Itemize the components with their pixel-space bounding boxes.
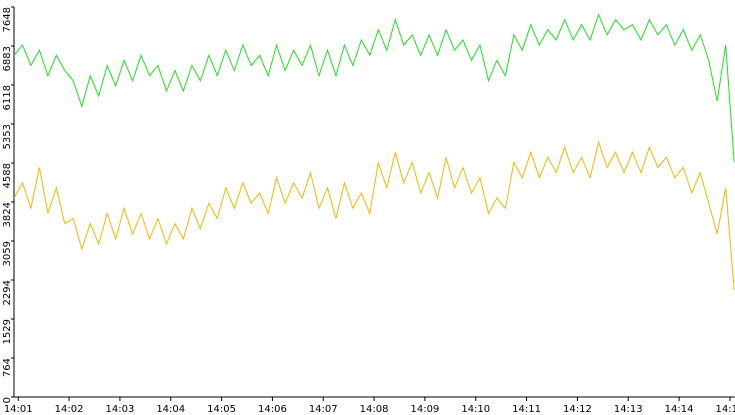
data-line xyxy=(13,140,735,290)
x-tick-label: 14:13 xyxy=(614,404,643,415)
x-tick-label: 14:07 xyxy=(309,404,338,415)
y-tick-label: 3824 xyxy=(2,202,13,227)
data-line xyxy=(13,13,735,163)
y-tick-label: 0 xyxy=(2,397,13,403)
y-tick-label: 6118 xyxy=(2,85,13,110)
y-tick-label: 7648 xyxy=(2,7,13,32)
x-tick-label: 14:01 xyxy=(4,404,33,415)
x-tick-label: 14:03 xyxy=(105,404,134,415)
x-tick-label: 14:05 xyxy=(207,404,236,415)
x-tick-label: 14:14 xyxy=(665,404,694,415)
y-tick-label: 1529 xyxy=(2,319,13,344)
y-tick-label: 2294 xyxy=(2,280,13,305)
x-tick-label: 14:04 xyxy=(156,404,185,415)
y-tick-label: 5353 xyxy=(2,124,13,149)
x-tick-label: 14:08 xyxy=(360,404,389,415)
x-tick-label: 14:02 xyxy=(55,404,84,415)
y-tick-label: 764 xyxy=(2,358,13,377)
x-tick-label: 14:12 xyxy=(563,404,592,415)
y-tick-label: 3059 xyxy=(2,241,13,266)
y-tick-label: 4588 xyxy=(2,163,13,188)
x-tick-label: 14:09 xyxy=(410,404,439,415)
x-tick-label: 14:10 xyxy=(461,404,490,415)
y-tick-label: 6883 xyxy=(2,46,13,71)
x-tick-label: 14:11 xyxy=(512,404,541,415)
x-tick-label: 14:15 xyxy=(716,404,735,415)
x-tick-label: 14:06 xyxy=(258,404,287,415)
